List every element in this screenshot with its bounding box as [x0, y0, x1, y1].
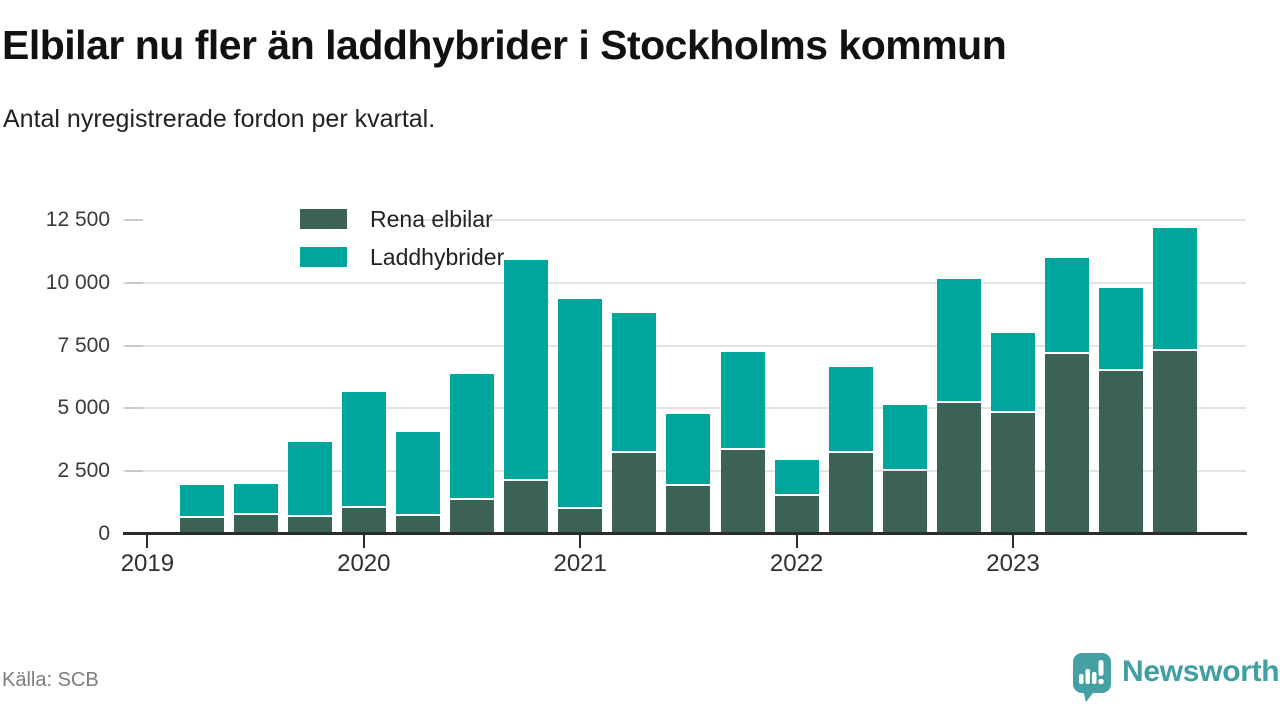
- bar-segment-laddhybrider-2020-q3: [450, 374, 494, 499]
- bar-segment-elbilar-2022-q1: [774, 495, 819, 534]
- x-axis-tick: [795, 535, 798, 548]
- bar-segment-laddhybrider-2019-q3: [233, 483, 278, 513]
- gridline-5000: [123, 407, 1246, 410]
- newsworthy-wordmark: Newsworthy: [1122, 655, 1280, 688]
- bar-segment-elbilar-2022-q4: [936, 402, 981, 534]
- bar-segment-elbilar-2021-q4: [720, 449, 765, 534]
- y-axis-tick: [125, 219, 143, 221]
- bar-segment-laddhybrider-2021-q4: [720, 352, 765, 448]
- bar-segment-elbilar-2020-q4: [504, 480, 549, 534]
- bar-segment-laddhybrider-2023-q2: [1045, 257, 1090, 352]
- x-axis-tick: [1012, 535, 1014, 548]
- bar-segment-laddhybrider-2023-q4: [1153, 228, 1198, 350]
- bar-segment-laddhybrider-2023-q1: [991, 332, 1035, 411]
- x-axis-label: 2019: [120, 550, 175, 577]
- bar-segment-elbilar-2019-q3: [233, 514, 278, 534]
- newsworthy-logo: Newsworthy: [1072, 652, 1280, 708]
- x-axis-label: 2023: [986, 550, 1040, 577]
- legend-label: Laddhybrider: [370, 244, 505, 270]
- bar-segment-laddhybrider-2022-q4: [936, 278, 981, 401]
- y-axis-label: 2 500: [57, 459, 110, 483]
- x-axis-line: [123, 532, 1247, 535]
- y-axis-label: 7 500: [57, 333, 110, 357]
- bar-segment-laddhybrider-2019-q2: [179, 485, 224, 516]
- x-axis-label: 2020: [337, 550, 391, 577]
- y-axis-tick: [125, 281, 143, 284]
- bar-segment-elbilar-2021-q2: [612, 453, 657, 534]
- chart-title: Elbilar nu fler än laddhybrider i Stockh…: [2, 22, 1007, 68]
- bar-segment-elbilar-2022-q2: [828, 453, 873, 534]
- gridline-7500: [123, 344, 1246, 347]
- bar-segment-laddhybrider-2021-q2: [612, 312, 657, 452]
- x-axis-label: 2021: [553, 550, 607, 577]
- legend-label: Rena elbilar: [370, 206, 493, 232]
- y-axis-label: 10 000: [45, 270, 110, 294]
- gridline-10000: [123, 281, 1246, 284]
- bar-segment-laddhybrider-2022-q3: [882, 405, 927, 469]
- x-axis-label: 2022: [769, 550, 824, 577]
- bar-segment-elbilar-2021-q1: [558, 508, 603, 534]
- bar-segment-elbilar-2021-q3: [666, 485, 711, 534]
- bar-segment-elbilar-2022-q3: [882, 470, 927, 534]
- y-axis-label: 12 500: [45, 208, 110, 231]
- bar-segment-laddhybrider-2020-q1: [341, 391, 386, 506]
- x-axis-tick: [579, 535, 582, 548]
- bar-segment-elbilar-2023-q3: [1099, 371, 1144, 534]
- legend-swatch-laddhybrider: [300, 247, 347, 267]
- bar-segment-laddhybrider-2022-q2: [828, 366, 873, 452]
- y-axis-label: 0: [98, 522, 110, 545]
- chart-subtitle: Antal nyregistrerade fordon per kvartal.: [3, 105, 436, 133]
- legend-swatch-rena-elbilar: [300, 209, 347, 229]
- bar-segment-laddhybrider-2022-q1: [774, 460, 819, 494]
- source-label: Källa: SCB: [2, 669, 99, 691]
- y-axis-label: 5 000: [57, 396, 110, 420]
- x-axis-tick: [362, 535, 365, 548]
- bar-segment-laddhybrider-2020-q2: [395, 432, 440, 515]
- y-axis-tick: [125, 407, 143, 410]
- bar-segment-elbilar-2023-q2: [1045, 353, 1090, 534]
- bar-segment-elbilar-2020-q2: [395, 516, 440, 534]
- legend: Rena elbilar Laddhybrider: [143, 197, 504, 277]
- bar-segment-elbilar-2019-q4: [287, 517, 332, 534]
- x-axis-tick: [146, 535, 149, 548]
- bar-segment-laddhybrider-2020-q4: [504, 259, 549, 479]
- bar-segment-elbilar-2023-q1: [991, 412, 1035, 534]
- bar-segment-elbilar-2019-q2: [179, 517, 224, 534]
- bar-segment-elbilar-2020-q1: [341, 507, 386, 534]
- newsworthy-logo-icon: [1073, 653, 1111, 702]
- bar-segment-laddhybrider-2021-q3: [666, 413, 711, 484]
- bar-segment-elbilar-2020-q3: [450, 500, 494, 534]
- y-axis-tick: [125, 344, 143, 347]
- bar-segment-laddhybrider-2019-q4: [287, 442, 332, 516]
- y-axis-tick: [125, 470, 143, 473]
- bar-segment-elbilar-2023-q4: [1153, 351, 1198, 534]
- bar-segment-laddhybrider-2021-q1: [558, 298, 603, 507]
- gridline-12500: [123, 219, 1246, 221]
- bar-segment-laddhybrider-2023-q3: [1099, 287, 1144, 370]
